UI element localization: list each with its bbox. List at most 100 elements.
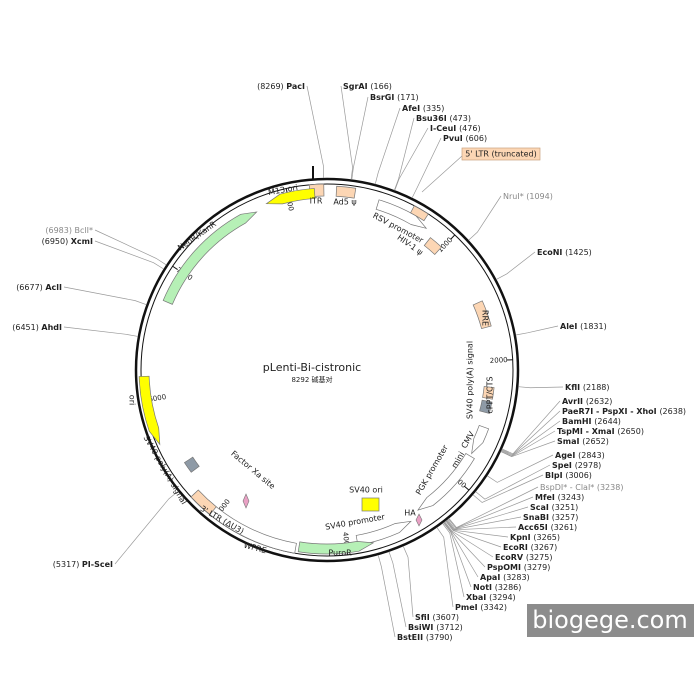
site-label: ApaI (3283) — [480, 573, 530, 582]
site-label: SnaBI (3257) — [523, 513, 578, 522]
feature-label: HA — [404, 509, 416, 518]
scale-tick — [464, 485, 470, 491]
site-label: NruI* (1094) — [503, 192, 553, 201]
feature-shape — [479, 399, 493, 414]
site-label: BlpI (3006) — [545, 471, 592, 480]
site-position: (166) — [370, 82, 392, 91]
site-position: (3712) — [436, 623, 463, 632]
site-position: (3265) — [533, 533, 560, 542]
site-name: AhdI — [41, 323, 62, 332]
site-name: KflI — [565, 383, 583, 392]
backbone-inner — [140, 183, 514, 557]
site-leader — [63, 286, 147, 306]
site-label: AfeI (335) — [402, 104, 444, 113]
site-position: (1425) — [565, 248, 592, 257]
site-name: BsiWI — [408, 623, 436, 632]
site-name: BstEII — [397, 633, 426, 642]
site-leader — [448, 496, 534, 529]
site-position: (3286) — [495, 583, 522, 592]
site-name: EcoNI — [537, 248, 565, 257]
site-position: (3342) — [480, 603, 507, 612]
scale-tick — [172, 265, 178, 271]
site-position: (6950) — [42, 237, 71, 246]
site-name: SmaI — [557, 437, 582, 446]
site-position: (1831) — [580, 322, 607, 331]
site-name: ApaI — [480, 573, 503, 582]
site-position: (5317) — [53, 560, 82, 569]
feature-shape — [375, 199, 428, 229]
site-leader — [472, 474, 544, 503]
site-leader — [443, 522, 472, 588]
site-position: (2978) — [575, 461, 602, 470]
site-position: (1094) — [526, 192, 553, 201]
site-position: (476) — [459, 124, 481, 133]
site-leader — [374, 107, 401, 185]
feature-shape — [471, 424, 490, 455]
site-leader — [436, 527, 454, 608]
site-leader — [377, 554, 396, 638]
site-leader — [63, 326, 139, 337]
site-name: SgrAI — [343, 82, 370, 91]
site-name: AleI — [560, 322, 580, 331]
feature-label: Ad5 ψ — [333, 198, 356, 207]
site-label: (8269) PacI — [257, 82, 305, 91]
site-leader — [475, 464, 551, 500]
site-position: (2188) — [583, 383, 610, 392]
site-leader — [501, 400, 561, 455]
site-name: PacI — [286, 82, 305, 91]
site-position: (8269) — [257, 82, 286, 91]
feature-shape — [482, 386, 495, 400]
site-position: (335) — [423, 104, 445, 113]
site-label: EcoRV (3275) — [495, 553, 552, 562]
site-leader — [306, 85, 325, 179]
site-label: BsiWI (3712) — [408, 623, 463, 632]
site-position: (3275) — [526, 553, 553, 562]
site-label: MfeI (3243) — [535, 493, 584, 502]
plasmid-name: pLenti-Bi-cistronic — [263, 361, 361, 374]
feature-shape — [183, 456, 200, 473]
site-position: (6677) — [16, 283, 45, 292]
site-label: NotI (3286) — [473, 583, 521, 592]
site-position: (2843) — [578, 451, 605, 460]
site-position: (3790) — [426, 633, 453, 642]
site-name: PspOMI — [487, 563, 524, 572]
site-name: TspMI - XmaI — [557, 427, 617, 436]
site-name: MfeI — [535, 493, 558, 502]
site-name: EcoRI — [503, 543, 531, 552]
site-position: (473) — [449, 114, 471, 123]
site-label: EcoNI (1425) — [537, 248, 592, 257]
site-label: SgrAI (166) — [343, 82, 392, 91]
feature-shape — [162, 211, 258, 305]
site-label: BspDI* - ClaI* (3238) — [540, 483, 623, 492]
site-label: BsrGI (171) — [370, 93, 419, 102]
feature-shape — [361, 497, 380, 512]
site-name: XbaI — [466, 593, 489, 602]
feature-label: SV40 poly(A) signal — [466, 341, 475, 419]
site-leader — [442, 523, 465, 598]
site-name: AgeI — [555, 451, 578, 460]
site-name: NotI — [473, 583, 495, 592]
site-position: (3251) — [552, 503, 579, 512]
site-name: BclI* — [75, 226, 93, 235]
watermark: biogege.com — [532, 606, 687, 634]
site-name: KpnI — [510, 533, 533, 542]
site-leader — [501, 420, 561, 456]
site-position: (606) — [466, 134, 488, 143]
site-leader — [445, 520, 502, 548]
site-label: (6451) AhdI — [12, 323, 62, 332]
site-label: KpnI (3265) — [510, 533, 560, 542]
site-leader — [496, 251, 536, 280]
site-label: BamHI (2644) — [562, 417, 621, 426]
feature-shape — [423, 237, 443, 255]
site-leader — [340, 85, 353, 180]
plasmid-length: 8292 碱基对 — [291, 375, 332, 384]
site-leader — [394, 127, 429, 191]
site-position: (2652) — [582, 437, 609, 446]
feature-shape — [190, 489, 217, 516]
site-leader — [444, 521, 494, 558]
feature-label: Factor Xa site — [229, 449, 277, 491]
site-label: (6677) AclI — [16, 283, 62, 292]
site-leader — [443, 521, 486, 568]
site-name: EcoRV — [495, 553, 526, 562]
site-leader — [94, 229, 167, 266]
